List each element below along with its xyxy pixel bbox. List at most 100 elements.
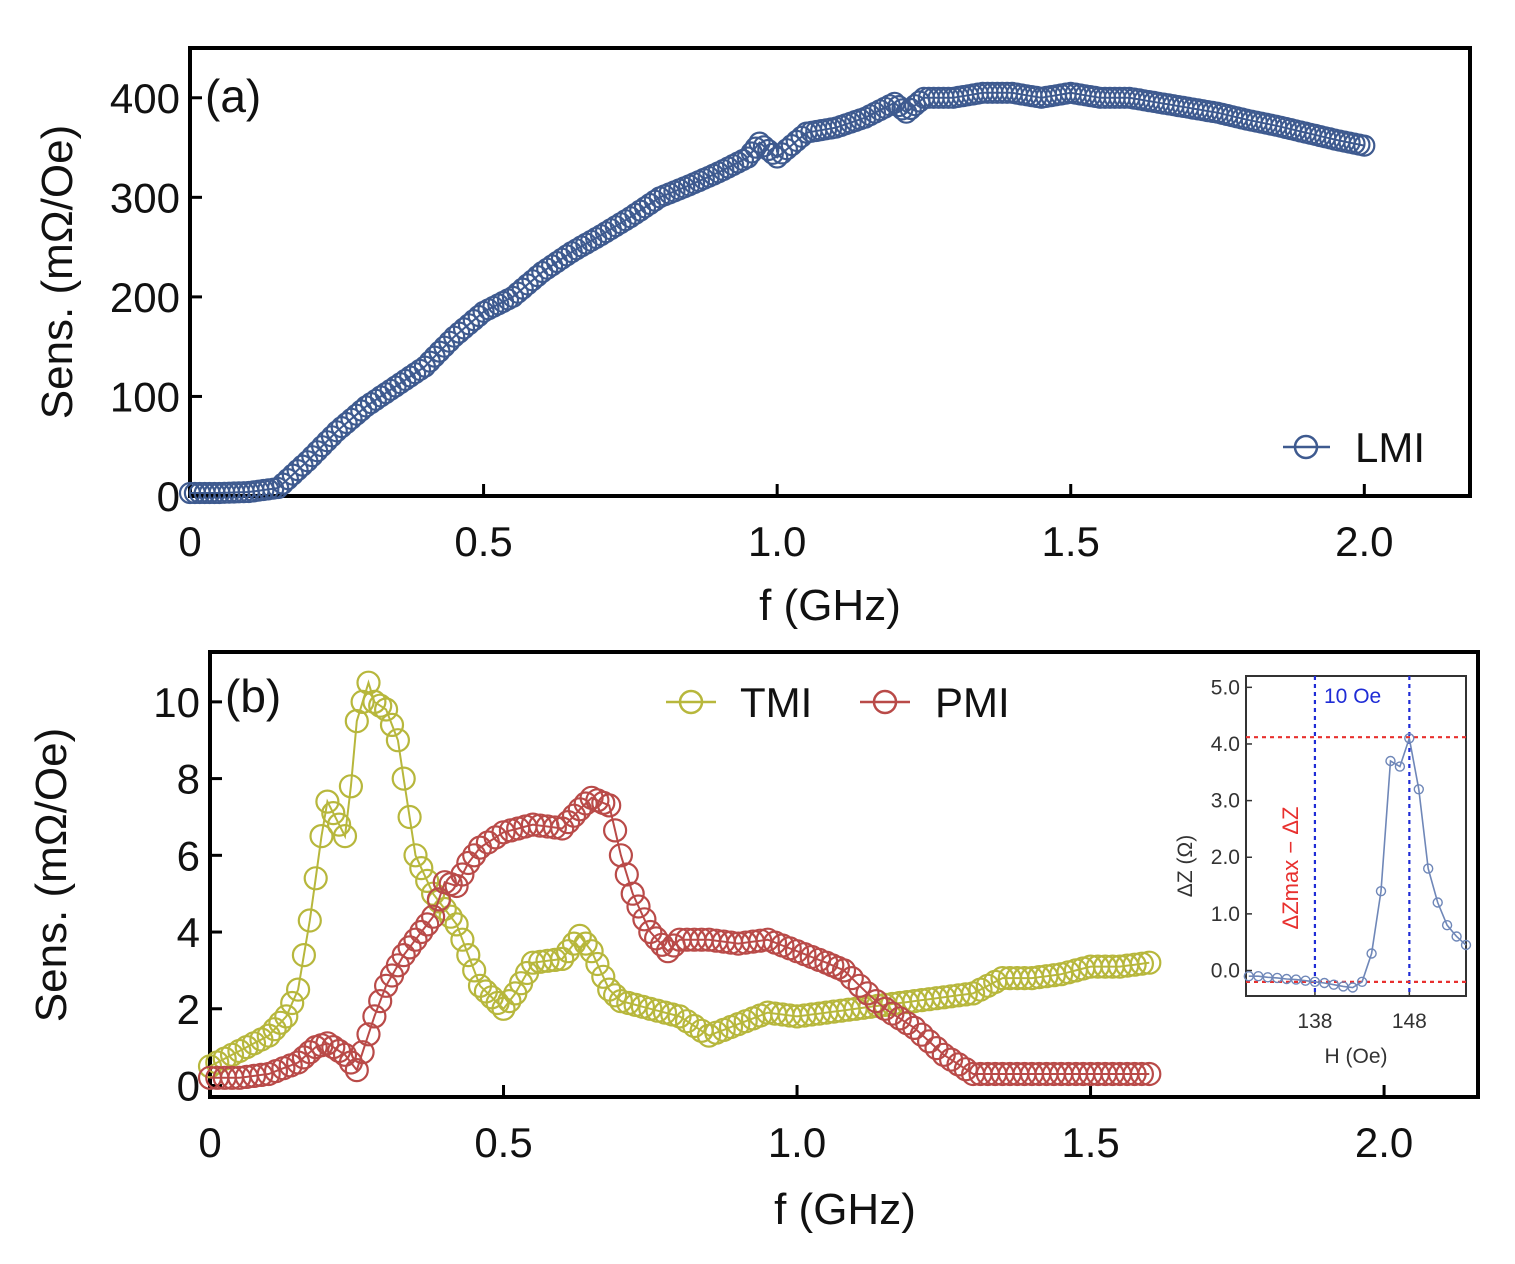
data-point-lmi — [1353, 134, 1376, 157]
inset-range-annotation: 10 Oe — [1324, 685, 1381, 708]
data-point-tmi — [462, 958, 487, 983]
data-point-tmi — [391, 766, 416, 791]
data-point-pmi — [332, 1042, 358, 1067]
inset-content: 0.0 1.0 2.0 3.0 4.0 5.0 138 148 — [1211, 676, 1472, 1033]
x-tick-label: 0.5 — [454, 518, 512, 565]
data-point-tmi — [1129, 951, 1155, 976]
data-point-tmi — [450, 927, 475, 952]
data-point-pmi — [415, 912, 440, 937]
data-point-pmi — [649, 932, 675, 957]
x-tick-label: 1.0 — [768, 1119, 826, 1166]
data-point-pmi — [321, 1034, 346, 1060]
legend-pmi-label: PMI — [935, 679, 1010, 726]
y-tick-label: 4 — [177, 909, 200, 956]
data-point-pmi — [315, 1031, 340, 1056]
x-tick-label: 0.5 — [474, 1119, 532, 1166]
data-point-pmi — [602, 818, 628, 843]
data-point-tmi — [579, 939, 604, 964]
inset-y-tick-label: 3.0 — [1211, 790, 1240, 813]
panel-b-label: (b) — [225, 670, 281, 722]
panel-a: 0 0.5 1.0 1.5 2.0 0 100 200 300 400 (a) f (GHz) S… — [33, 46, 1472, 630]
data-point-tmi — [332, 823, 358, 849]
y-tick-label: 200 — [110, 274, 180, 321]
panel-b: 0 0.5 1.0 1.5 2.0 0 2 4 6 8 10 (b) f (GHz) Sens. (… — [27, 650, 1480, 1234]
inset-data-point — [1328, 979, 1340, 990]
data-point-pmi — [362, 1004, 387, 1029]
panel-b-points — [197, 670, 1162, 1090]
data-point-pmi — [368, 988, 393, 1014]
panel-a-ticks: 0 0.5 1.0 1.5 2.0 0 100 200 300 400 — [110, 75, 1394, 565]
legend-tmi-marker — [678, 689, 704, 715]
data-point-tmi — [602, 983, 628, 1008]
data-point-tmi — [268, 1010, 293, 1035]
y-tick-label: 6 — [177, 832, 200, 879]
inset-data-point — [1413, 784, 1425, 795]
data-point-pmi — [426, 887, 451, 912]
data-point-pmi — [462, 843, 487, 868]
data-point-pmi — [450, 862, 475, 887]
inset-y-tick-label: 4.0 — [1211, 733, 1240, 756]
inset-x-tick-label: 138 — [1297, 1010, 1332, 1033]
data-point-pmi — [597, 793, 622, 818]
data-point-tmi — [585, 951, 610, 977]
x-tick-label: 2.0 — [1355, 1119, 1413, 1166]
data-point-lmi — [887, 94, 910, 118]
data-point-tmi — [946, 983, 971, 1008]
inset-x-tick-label: 148 — [1392, 1010, 1427, 1033]
data-point-pmi — [1137, 1061, 1162, 1087]
data-point-tmi — [567, 923, 592, 949]
x-tick-label: 0 — [198, 1119, 221, 1166]
inset-data-point — [1366, 948, 1377, 959]
panel-a-y-axis-title: Sens. (mΩ/Oe) — [33, 125, 82, 420]
inset-data-point — [1422, 863, 1434, 874]
data-point-pmi — [1129, 1061, 1155, 1087]
data-point-tmi — [415, 868, 440, 894]
data-point-tmi — [338, 774, 363, 799]
data-point-pmi — [831, 958, 857, 983]
panel-b-y-axis-title: Sens. (mΩ/Oe) — [27, 728, 76, 1023]
legend-tmi-label: TMI — [740, 679, 812, 726]
data-point-pmi — [356, 1022, 381, 1047]
inset-y-axis-title: ΔZ (Ω) — [1174, 835, 1197, 897]
data-point-tmi — [274, 1004, 299, 1029]
inset-data-point — [1375, 886, 1387, 897]
inset-data-point — [1451, 931, 1462, 942]
data-point-pmi — [403, 927, 428, 952]
y-tick-label: 0 — [157, 473, 180, 520]
inset-data-point — [1394, 761, 1406, 772]
data-point-pmi — [456, 850, 481, 876]
data-point-tmi — [573, 931, 598, 956]
data-point-tmi — [374, 697, 399, 722]
data-point-pmi — [444, 873, 469, 899]
data-point-pmi — [864, 988, 889, 1014]
data-point-pmi — [391, 942, 416, 968]
data-point-tmi — [397, 804, 422, 830]
x-tick-label: 2.0 — [1335, 518, 1393, 565]
data-point-tmi — [321, 800, 346, 826]
data-point-pmi — [909, 1022, 934, 1047]
data-point-pmi — [847, 973, 872, 998]
inset-y-tick-label: 5.0 — [1211, 676, 1240, 699]
data-point-tmi — [550, 946, 575, 972]
inset-data-point — [1432, 897, 1443, 908]
inset-delta-annotation: ΔZmax − ΔZ — [1278, 807, 1303, 930]
legend-pmi-marker — [872, 689, 898, 715]
inset-y-tick-label: 2.0 — [1211, 846, 1240, 869]
y-tick-label: 300 — [110, 174, 180, 221]
data-point-tmi — [286, 977, 311, 1002]
inset-y-tick-label: 0.0 — [1211, 960, 1240, 983]
y-tick-label: 400 — [110, 75, 180, 122]
data-point-tmi — [303, 866, 328, 891]
data-point-pmi — [344, 1057, 369, 1083]
panel-a-legend: LMI — [1283, 424, 1425, 471]
data-point-tmi — [403, 843, 428, 868]
data-point-tmi — [542, 947, 568, 973]
data-point-pmi — [350, 1040, 375, 1065]
data-point-pmi — [855, 981, 880, 1006]
data-point-tmi — [379, 712, 405, 738]
data-point-pmi — [902, 1015, 927, 1041]
data-point-pmi — [632, 907, 657, 932]
data-point-tmi — [456, 942, 481, 968]
inset-curve — [1248, 738, 1467, 989]
